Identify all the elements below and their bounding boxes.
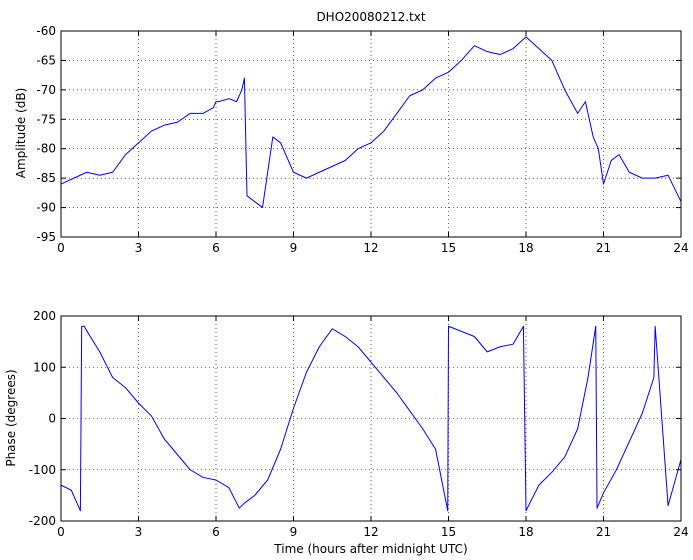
figure-title: DHO20080212.txt xyxy=(316,10,425,24)
phase-y-tick-label: 0 xyxy=(48,412,56,426)
phase-panel: Phase (degrees) Time (hours after midnig… xyxy=(4,309,689,556)
phase-x-tick-label: 9 xyxy=(290,525,298,539)
amplitude-x-tick-label: 12 xyxy=(363,241,378,255)
amplitude-x-tick-label: 3 xyxy=(135,241,143,255)
phase-y-tick-label: 100 xyxy=(33,360,56,374)
amplitude-y-tick-label: -90 xyxy=(36,201,56,215)
amplitude-plot-area xyxy=(61,31,681,237)
phase-x-tick-label: 21 xyxy=(596,525,611,539)
amplitude-y-tick-label: -95 xyxy=(36,230,56,244)
amplitude-panel: Amplitude (dB) 0 3 6 9 12 15 18 21 24 -95 -90 -85 -8… xyxy=(14,24,689,255)
phase-y-tick-label: -100 xyxy=(29,463,56,477)
amplitude-y-tick-label: -85 xyxy=(36,171,56,185)
amplitude-x-tick-label: 21 xyxy=(596,241,611,255)
phase-series-line xyxy=(60,325,682,512)
phase-y-tick-label: 200 xyxy=(33,309,56,323)
amplitude-ylabel: Amplitude (dB) xyxy=(14,88,28,179)
amplitude-y-tick-label: -60 xyxy=(36,24,56,38)
phase-x-tick-label: 24 xyxy=(673,525,688,539)
phase-y-tick-label: -200 xyxy=(29,514,56,528)
phase-x-tick-label: 6 xyxy=(212,525,220,539)
amplitude-y-tick-label: -75 xyxy=(36,112,56,126)
amplitude-y-tick-label: -65 xyxy=(36,53,56,67)
amplitude-series-line xyxy=(60,36,682,209)
amplitude-x-tick-label: 24 xyxy=(673,241,688,255)
phase-x-tick-label: 12 xyxy=(363,525,378,539)
amplitude-x-tick-label: 9 xyxy=(290,241,298,255)
amplitude-y-tick-label: -70 xyxy=(36,83,56,97)
amplitude-x-tick-label: 15 xyxy=(441,241,456,255)
phase-x-tick-label: 3 xyxy=(135,525,143,539)
amplitude-y-tick-label: -80 xyxy=(36,142,56,156)
phase-x-tick-label: 18 xyxy=(518,525,533,539)
phase-x-tick-label: 15 xyxy=(441,525,456,539)
amplitude-x-tick-label: 18 xyxy=(518,241,533,255)
phase-xlabel: Time (hours after midnight UTC) xyxy=(273,542,467,556)
phase-ylabel: Phase (degrees) xyxy=(4,369,18,466)
amplitude-x-tick-label: 0 xyxy=(57,241,65,255)
amplitude-x-tick-label: 6 xyxy=(212,241,220,255)
phase-x-tick-label: 0 xyxy=(57,525,65,539)
